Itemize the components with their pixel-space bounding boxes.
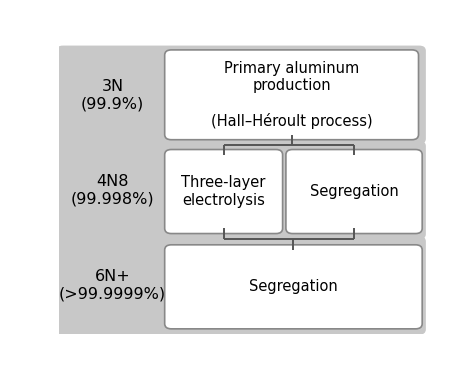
FancyBboxPatch shape: [164, 150, 283, 234]
FancyBboxPatch shape: [164, 245, 422, 329]
Text: 6N+
(>99.9999%): 6N+ (>99.9999%): [59, 269, 166, 302]
Text: 4N8
(99.998%): 4N8 (99.998%): [71, 174, 155, 206]
Text: Three-layer
electrolysis: Three-layer electrolysis: [182, 176, 266, 208]
FancyBboxPatch shape: [56, 46, 426, 144]
Text: Primary aluminum
production

(Hall–Héroult process): Primary aluminum production (Hall–Héroul…: [211, 61, 373, 129]
FancyBboxPatch shape: [56, 236, 426, 334]
FancyBboxPatch shape: [56, 141, 426, 239]
Text: Segregation: Segregation: [310, 184, 399, 199]
FancyBboxPatch shape: [164, 50, 419, 140]
Text: Segregation: Segregation: [249, 279, 338, 294]
FancyBboxPatch shape: [286, 150, 422, 234]
Text: 3N
(99.9%): 3N (99.9%): [81, 79, 144, 111]
